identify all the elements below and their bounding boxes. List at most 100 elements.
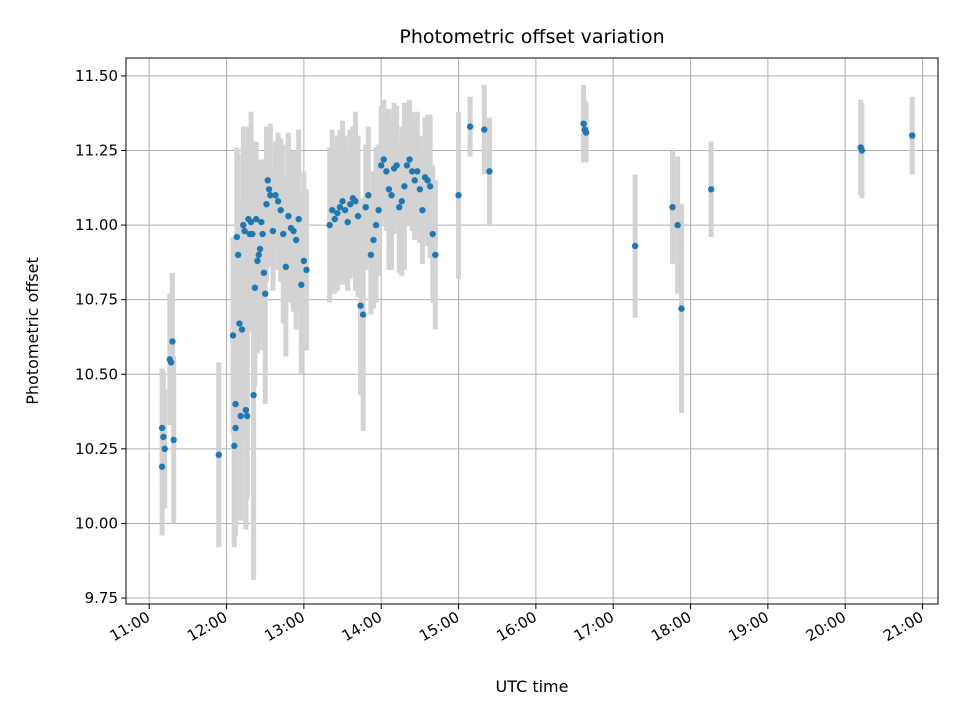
data-point [234,251,242,259]
data-point [344,218,351,226]
data-point [258,218,265,226]
data-point [426,183,434,190]
data-point [347,200,354,208]
data-point [158,424,166,432]
data-point [669,203,676,211]
data-point [242,406,250,414]
data-point [336,203,344,211]
data-point [240,221,247,229]
data-point [359,311,367,318]
data-point [858,147,866,154]
data-point [378,162,385,169]
data-point [260,269,268,277]
data-point [295,215,302,223]
data-point [215,451,222,459]
data-point [232,400,239,408]
data-point [298,281,305,288]
data-point [247,218,255,226]
data-point [582,129,590,136]
data-point [393,162,400,169]
data-point [401,183,408,190]
data-point [403,162,411,169]
data-point [380,156,387,163]
data-point [262,290,269,297]
data-point [429,230,436,238]
data-point [334,209,341,217]
data-point [259,230,266,238]
data-point [354,212,362,220]
data-point [250,391,257,399]
data-point [267,192,274,199]
data-point [383,168,390,175]
data-point [290,227,297,235]
data-point [252,215,260,223]
data-point [231,442,238,450]
data-point [678,305,685,312]
data-point [329,206,336,214]
data-point [416,186,424,193]
data-point [170,436,177,444]
data-point [424,177,431,184]
y-tick-label: 11.50 [75,67,118,85]
data-point [169,338,176,345]
data-point [396,203,403,211]
y-tick-label: 10.50 [75,365,118,383]
y-tick-label: 10.00 [75,514,118,532]
data-point [243,412,251,420]
data-point [372,221,380,229]
data-point [375,206,382,214]
data-point [274,198,282,205]
data-point [272,192,279,199]
data-point [331,215,338,223]
data-point [256,245,264,253]
data-point [229,332,237,339]
data-point [254,257,261,265]
data-point [232,424,239,432]
y-tick-label: 9.75 [85,589,118,607]
data-point [352,198,359,205]
data-point [339,198,346,205]
data-point [255,251,262,259]
data-point [466,123,474,130]
data-point [486,168,493,175]
data-point [160,433,167,441]
data-point [167,359,175,366]
data-point [238,326,246,333]
data-point [357,302,364,309]
data-point [367,251,375,259]
data-point [707,186,715,193]
data-point [161,445,168,453]
data-point [388,192,395,199]
data-point [631,242,639,250]
data-point [236,320,243,327]
data-point [282,263,290,271]
data-point [408,168,416,175]
data-point [341,206,349,214]
y-axis-ticks: 9.75 10.00 10.25 10.50 10.75 11.00 11.25 11.50 [75,67,126,607]
data-point [265,186,273,193]
data-point [370,236,377,244]
data-point [580,120,587,127]
data-point [398,198,406,205]
data-point [674,221,681,229]
data-point [385,186,393,193]
data-point [455,192,462,199]
data-point [481,126,488,133]
data-point [303,266,310,274]
data-points [158,120,916,470]
data-point [362,203,369,211]
y-tick-label: 11.25 [75,141,118,159]
data-point [300,257,308,265]
data-point [285,212,292,220]
data-point [249,230,256,238]
y-tick-label: 10.25 [75,440,118,458]
data-point [251,284,259,291]
data-point [280,230,287,238]
y-axis-label: Photometric offset [23,257,42,405]
data-point [263,200,270,208]
data-point [414,168,421,175]
data-point [406,156,413,163]
data-point [411,177,418,184]
